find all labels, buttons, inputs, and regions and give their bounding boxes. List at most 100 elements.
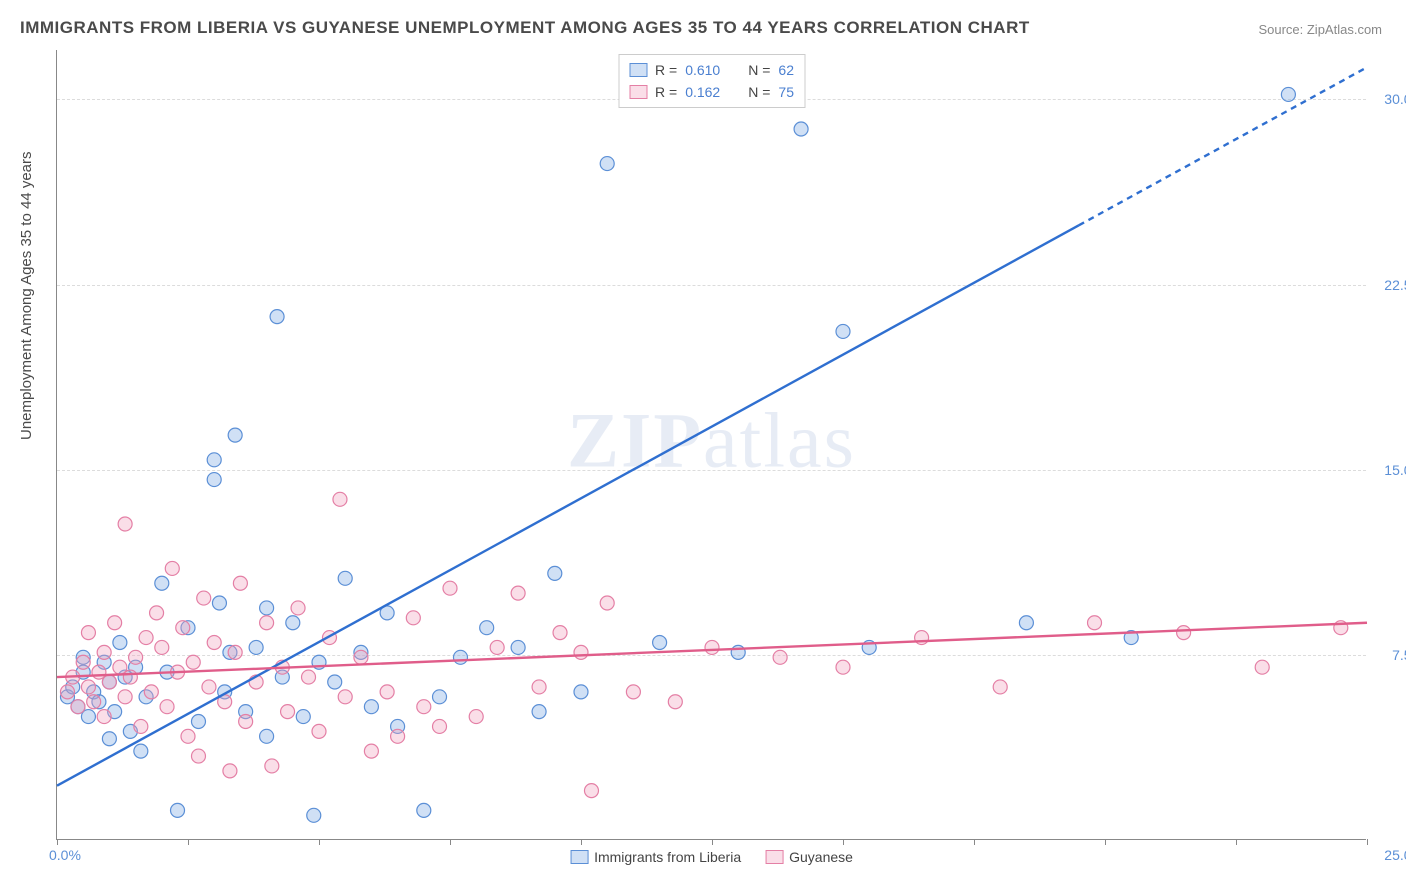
legend-swatch (629, 85, 647, 99)
source-label: Source: ZipAtlas.com (1258, 22, 1382, 37)
data-point (338, 571, 352, 585)
data-point (87, 695, 101, 709)
data-point (228, 645, 242, 659)
legend-r-label: R = (655, 84, 677, 100)
data-point (794, 122, 808, 136)
data-point (364, 744, 378, 758)
data-point (532, 705, 546, 719)
data-point (129, 650, 143, 664)
x-tick (712, 839, 713, 845)
data-point (668, 695, 682, 709)
data-point (223, 764, 237, 778)
data-point (207, 636, 221, 650)
trend-line (57, 225, 1079, 785)
data-point (600, 157, 614, 171)
trend-line-dashed (1079, 67, 1367, 225)
data-point (102, 732, 116, 746)
data-point (312, 724, 326, 738)
legend-swatch (765, 850, 783, 864)
data-point (480, 621, 494, 635)
legend-n-value: 62 (778, 62, 794, 78)
data-point (134, 719, 148, 733)
legend-r-value: 0.610 (685, 62, 720, 78)
data-point (207, 473, 221, 487)
data-point (469, 710, 483, 724)
data-point (1177, 626, 1191, 640)
data-point (836, 660, 850, 674)
data-point (270, 310, 284, 324)
data-point (417, 700, 431, 714)
data-point (291, 601, 305, 615)
x-tick (581, 839, 582, 845)
data-point (160, 700, 174, 714)
data-point (302, 670, 316, 684)
data-point (553, 626, 567, 640)
data-point (705, 640, 719, 654)
data-point (207, 453, 221, 467)
legend-item: Immigrants from Liberia (570, 849, 741, 865)
x-tick (1236, 839, 1237, 845)
data-point (260, 616, 274, 630)
data-point (144, 685, 158, 699)
data-point (574, 645, 588, 659)
data-point (773, 650, 787, 664)
data-point (490, 640, 504, 654)
data-point (338, 690, 352, 704)
x-origin-label: 0.0% (49, 847, 81, 863)
data-point (76, 655, 90, 669)
data-point (81, 626, 95, 640)
data-point (286, 616, 300, 630)
x-tick (843, 839, 844, 845)
data-point (600, 596, 614, 610)
data-point (118, 690, 132, 704)
data-point (191, 715, 205, 729)
data-point (155, 640, 169, 654)
legend-r-label: R = (655, 62, 677, 78)
data-point (1255, 660, 1269, 674)
data-point (60, 685, 74, 699)
data-point (511, 640, 525, 654)
data-point (155, 576, 169, 590)
data-point (81, 680, 95, 694)
legend-series-name: Immigrants from Liberia (594, 849, 741, 865)
data-point (265, 759, 279, 773)
data-point (433, 719, 447, 733)
data-point (260, 601, 274, 615)
data-point (108, 616, 122, 630)
x-tick (188, 839, 189, 845)
data-point (511, 586, 525, 600)
data-point (176, 621, 190, 635)
data-point (171, 803, 185, 817)
data-point (165, 561, 179, 575)
data-point (417, 803, 431, 817)
data-point (181, 729, 195, 743)
data-point (97, 645, 111, 659)
data-point (333, 492, 347, 506)
legend-correlation: R =0.610N =62R =0.162N =75 (618, 54, 805, 108)
data-point (71, 700, 85, 714)
x-tick (450, 839, 451, 845)
data-point (1019, 616, 1033, 630)
legend-row: R =0.162N =75 (629, 81, 794, 103)
data-point (548, 566, 562, 580)
y-tick-label: 22.5% (1384, 277, 1406, 293)
data-point (134, 744, 148, 758)
x-tick (974, 839, 975, 845)
legend-n-value: 75 (778, 84, 794, 100)
data-point (123, 670, 137, 684)
data-point (574, 685, 588, 699)
data-point (191, 749, 205, 763)
y-tick-label: 30.0% (1384, 91, 1406, 107)
y-tick-label: 15.0% (1384, 462, 1406, 478)
data-point (249, 640, 263, 654)
legend-n-label: N = (748, 84, 770, 100)
data-point (202, 680, 216, 694)
data-point (307, 808, 321, 822)
data-point (532, 680, 546, 694)
data-point (364, 700, 378, 714)
legend-swatch (570, 850, 588, 864)
data-point (453, 650, 467, 664)
data-point (443, 581, 457, 595)
y-tick-label: 7.5% (1392, 647, 1406, 663)
data-point (139, 631, 153, 645)
